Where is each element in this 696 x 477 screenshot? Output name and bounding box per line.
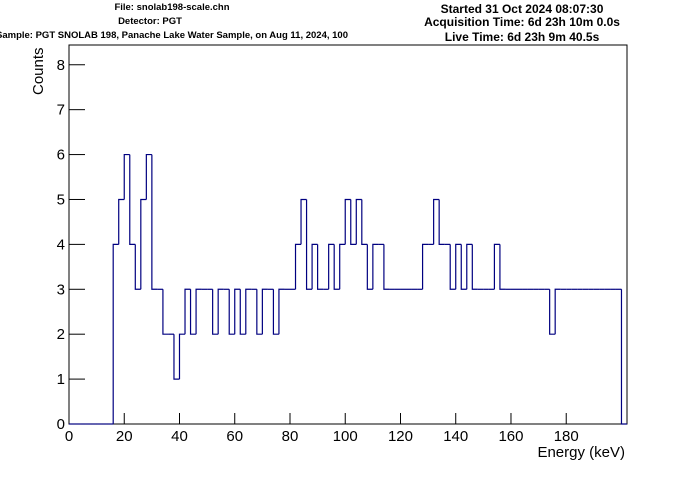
histogram-bin <box>178 333 186 380</box>
histogram-bin <box>493 243 500 290</box>
histogram-bin <box>140 198 147 290</box>
histogram-bin <box>173 334 180 380</box>
histogram-bin <box>212 289 219 335</box>
x-tick-label: 100 <box>333 428 358 445</box>
histogram-bin <box>112 243 119 424</box>
histogram-bin <box>449 244 456 290</box>
x-tick-label: 60 <box>226 428 243 445</box>
histogram-bin <box>217 288 224 335</box>
histogram-bin <box>311 243 318 290</box>
histogram-bin <box>123 153 130 200</box>
histogram-bin <box>261 288 268 335</box>
histogram-bin <box>272 289 279 335</box>
histogram-bin <box>460 244 467 290</box>
histogram-bin <box>366 244 373 290</box>
histogram-bin <box>350 199 357 245</box>
histogram-bin <box>433 198 440 245</box>
y-tick-label: 7 <box>57 102 65 119</box>
histogram-bin <box>228 289 235 335</box>
detector-label: Detector: PGT <box>118 16 182 27</box>
histogram-bin <box>189 289 197 335</box>
histogram-bin <box>339 243 346 290</box>
histogram-bin <box>234 288 241 335</box>
live-label: Live Time: 6d 23h 9m 40.5s <box>445 30 600 44</box>
histogram-bin <box>145 153 152 200</box>
x-axis-title: Energy (keV) <box>537 444 625 461</box>
y-axis-title: Counts <box>30 47 47 95</box>
file-label: File: snolab198-scale.chn <box>114 2 229 13</box>
histogram-bin <box>328 243 335 290</box>
y-tick-label: 0 <box>57 416 65 433</box>
histogram-bin <box>118 198 125 245</box>
histogram-bin <box>438 199 445 245</box>
histogram-bin <box>361 199 368 245</box>
y-tick-label: 8 <box>57 57 65 74</box>
histogram-bin <box>195 288 202 335</box>
histogram-bin <box>372 243 379 290</box>
y-tick-label: 2 <box>57 326 65 343</box>
y-tick-label: 6 <box>57 147 65 164</box>
histogram-bin <box>455 243 462 290</box>
histogram-bin <box>129 154 136 245</box>
histogram-bin <box>355 198 362 245</box>
acquisition-label: Acquisition Time: 6d 23h 10m 0.0s <box>424 15 620 29</box>
histogram-bin <box>344 198 351 245</box>
histogram-bin <box>620 289 627 425</box>
histogram-bin <box>278 288 285 335</box>
histogram-bin <box>294 243 302 290</box>
frame <box>68 44 628 425</box>
histogram-bin <box>549 289 556 335</box>
x-tick-label: 160 <box>498 428 523 445</box>
y-tick-label: 5 <box>57 191 65 208</box>
started-label: Started 31 Oct 2024 08:07:30 <box>441 2 604 16</box>
histogram-bin <box>239 289 246 335</box>
y-tick-label: 4 <box>57 236 65 253</box>
histogram-bin <box>383 244 390 290</box>
sample-label: Sample: PGT SNOLAB 198, Panache Lake Wat… <box>0 30 348 41</box>
histogram-bin <box>256 289 263 335</box>
histogram-bin <box>333 244 340 290</box>
histogram-bin <box>499 244 506 290</box>
histogram-bin <box>184 288 191 335</box>
y-tick-label: 1 <box>57 371 65 388</box>
histogram-bin <box>151 154 158 290</box>
histogram-bin <box>305 199 313 290</box>
histogram-bin <box>300 198 307 245</box>
histogram-bin <box>471 244 478 290</box>
x-tick-label: 140 <box>443 428 468 445</box>
histogram-bin <box>466 243 473 290</box>
histogram-bin <box>317 244 324 290</box>
y-tick-label: 3 <box>57 281 65 298</box>
x-tick-label: 180 <box>554 428 579 445</box>
histogram-bin <box>134 244 141 290</box>
histogram-bin <box>554 288 561 335</box>
x-tick-label: 120 <box>388 428 413 445</box>
histogram-bin <box>245 288 252 335</box>
histogram-bin <box>162 289 169 335</box>
x-tick-label: 80 <box>282 428 299 445</box>
x-tick-label: 20 <box>116 428 133 445</box>
x-tick-label: 0 <box>65 428 73 445</box>
histogram-bin <box>421 243 429 290</box>
x-tick-label: 40 <box>171 428 188 445</box>
